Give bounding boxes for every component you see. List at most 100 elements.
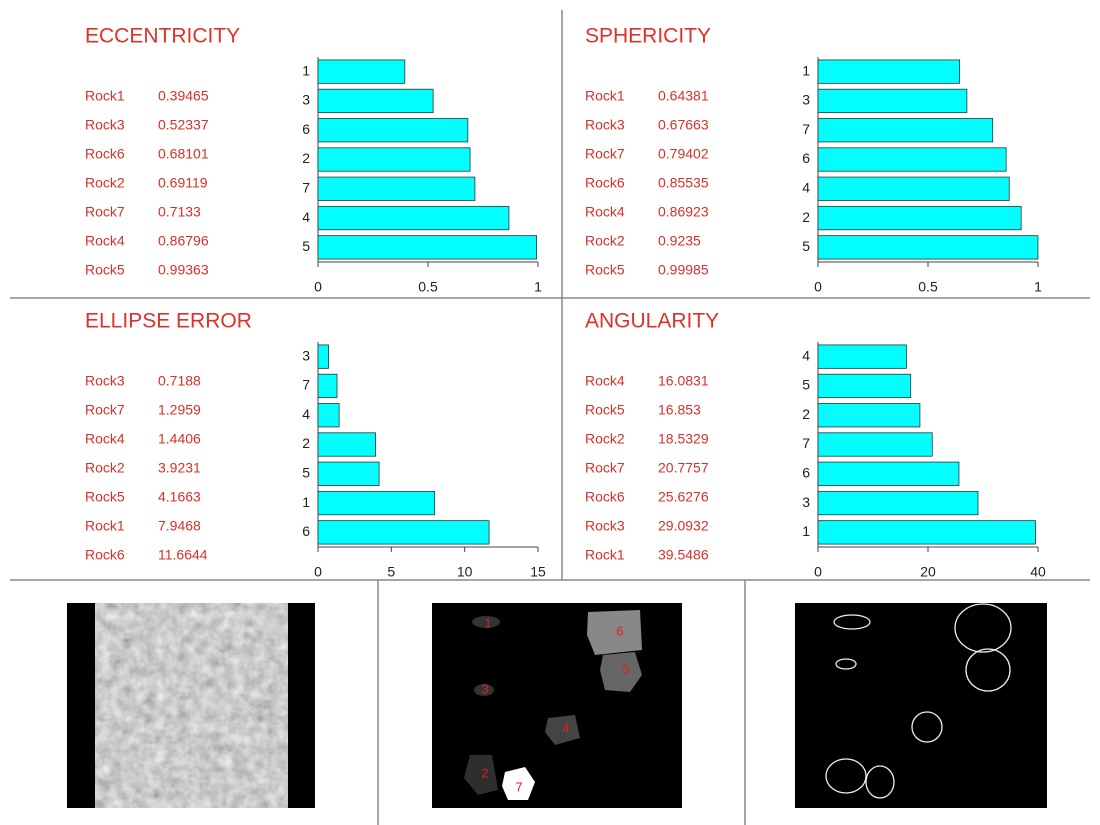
y-tick-label: 5 (302, 464, 310, 480)
bar (818, 462, 959, 485)
y-tick-label: 5 (802, 238, 810, 254)
rock-value: 0.99363 (158, 262, 209, 278)
chart-title: SPHERICITY (585, 25, 711, 48)
y-tick-label: 1 (302, 62, 310, 78)
rock-value: 0.69119 (158, 175, 208, 191)
photo (95, 603, 288, 808)
chart-title: ELLIPSE ERROR (85, 310, 252, 333)
rock-name: Rock1 (585, 547, 625, 563)
bar (818, 148, 1006, 171)
rock-name: Rock3 (585, 117, 625, 133)
x-tick-label: 0 (814, 564, 822, 580)
bar (318, 60, 405, 83)
rock-value: 0.64381 (658, 88, 709, 104)
x-tick-label: 1 (1034, 279, 1042, 295)
rock-value: 0.7188 (158, 373, 201, 389)
rock-name: Rock7 (85, 402, 125, 418)
x-tick-label: 15 (530, 564, 546, 580)
y-tick-label: 2 (302, 435, 310, 451)
y-tick-label: 7 (302, 179, 310, 195)
y-tick-label: 1 (302, 494, 310, 510)
x-tick-label: 40 (1030, 564, 1046, 580)
x-tick-label: 10 (457, 564, 473, 580)
bar (818, 404, 920, 427)
bar (318, 433, 376, 456)
edge-image (795, 603, 1047, 808)
rock-name: Rock3 (585, 518, 625, 534)
y-tick-label: 3 (302, 347, 310, 363)
rock-value: 0.79402 (658, 146, 709, 162)
rock-value: 0.9235 (658, 233, 701, 249)
rock-value: 18.5329 (658, 431, 709, 447)
rock-value: 4.1663 (158, 489, 201, 505)
bar (318, 148, 470, 171)
rock-value: 7.9468 (158, 518, 201, 534)
chart-title: ECCENTRICITY (85, 25, 240, 48)
bar (318, 404, 339, 427)
y-tick-label: 5 (302, 238, 310, 254)
y-tick-label: 7 (802, 121, 810, 137)
bar (818, 236, 1038, 259)
rock-value: 0.99985 (658, 262, 709, 278)
x-tick-label: 20 (920, 564, 936, 580)
y-tick-label: 6 (802, 150, 810, 166)
segment-label: 7 (515, 779, 522, 794)
rock-name: Rock6 (585, 175, 625, 191)
rock-value: 0.86796 (158, 233, 209, 249)
rock-name: Rock5 (85, 262, 125, 278)
x-tick-label: 5 (387, 564, 395, 580)
bar (818, 521, 1036, 544)
bar (318, 177, 475, 200)
rock-name: Rock2 (585, 233, 625, 249)
rock-name: Rock4 (85, 431, 125, 447)
rock-name: Rock5 (585, 402, 625, 418)
y-tick-label: 3 (802, 494, 810, 510)
chart-title: ANGULARITY (585, 310, 719, 333)
bar (318, 236, 537, 259)
y-tick-label: 2 (802, 209, 810, 225)
y-tick-label: 1 (802, 523, 810, 539)
bar (318, 491, 435, 514)
rock-name: Rock4 (585, 204, 625, 220)
x-tick-label: 0 (314, 279, 322, 295)
y-tick-label: 3 (302, 92, 310, 108)
x-tick-label: 0.5 (418, 279, 438, 295)
rock-name: Rock6 (85, 146, 125, 162)
rock-value: 1.4406 (158, 431, 201, 447)
bar (818, 345, 906, 368)
bar (818, 89, 967, 112)
bar (318, 521, 489, 544)
rock-value: 0.68101 (158, 146, 209, 162)
rock-name: Rock3 (85, 373, 125, 389)
rock-name: Rock5 (85, 489, 125, 505)
rock-value: 39.5486 (658, 547, 709, 563)
bar (318, 345, 329, 368)
rock-photo (67, 603, 315, 808)
bar (818, 206, 1021, 229)
rock-name: Rock1 (85, 88, 125, 104)
x-tick-label: 0 (314, 564, 322, 580)
rock-name: Rock7 (85, 204, 125, 220)
rock-value: 0.7133 (158, 204, 201, 220)
bar (818, 177, 1009, 200)
image-frame (795, 603, 1047, 808)
rock-name: Rock2 (85, 460, 125, 476)
bar (318, 89, 433, 112)
rock-name: Rock2 (585, 431, 625, 447)
rock-name: Rock2 (85, 175, 125, 191)
rock-name: Rock6 (85, 547, 125, 563)
rock-name: Rock4 (585, 373, 625, 389)
rock-name: Rock7 (585, 460, 625, 476)
rock-value: 16.853 (658, 402, 701, 418)
rock-value: 0.39465 (158, 88, 209, 104)
rock-name: Rock3 (85, 117, 125, 133)
rock-value: 0.52337 (158, 117, 209, 133)
y-tick-label: 3 (802, 92, 810, 108)
bar (318, 462, 379, 485)
rock-value: 3.9231 (158, 460, 201, 476)
y-tick-label: 4 (802, 179, 810, 195)
bar (818, 374, 911, 397)
bar (818, 433, 932, 456)
rock-value: 11.6644 (158, 547, 208, 563)
segment-label: 6 (616, 623, 623, 638)
